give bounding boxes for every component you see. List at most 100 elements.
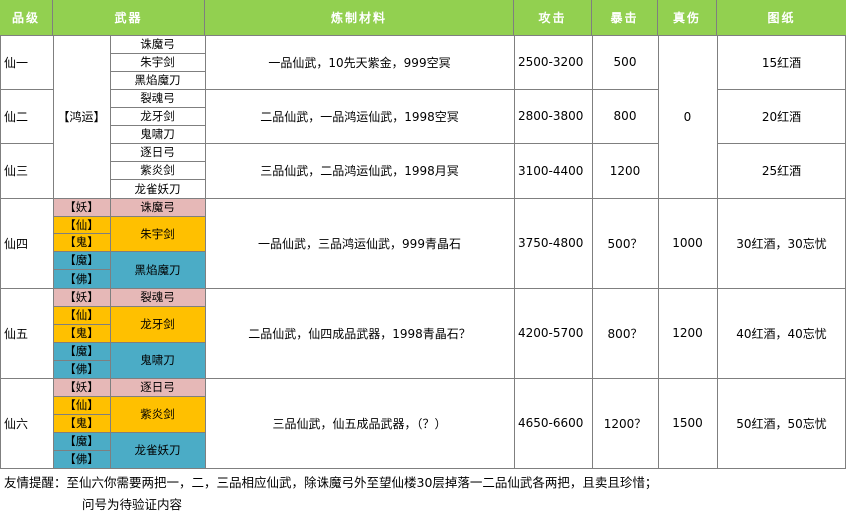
grid-line <box>717 35 718 468</box>
grid-line <box>0 198 846 199</box>
tag-xian: 【仙】 <box>53 216 110 233</box>
attack-cell: 3100-4400 <box>518 163 584 178</box>
weapon-name: 裂魂弓 <box>140 91 175 105</box>
grade-label: 仙五 <box>4 326 29 341</box>
grid-line <box>53 269 110 270</box>
header-grade: 品级 <box>0 0 53 35</box>
weapon-cell-yao: 逐日弓 <box>110 378 205 396</box>
grid-line <box>592 35 593 468</box>
header-attack: 攻击 <box>514 0 592 35</box>
grid-line <box>205 35 206 468</box>
grid-line <box>53 216 205 217</box>
weapon-name: 鬼啸刀 <box>140 127 175 141</box>
grid-line <box>658 35 659 468</box>
material-cell: 二品仙武，仙四成品武器，1998青晶石？ <box>248 326 471 341</box>
grid-line <box>717 143 846 144</box>
weapon-cell-xian-gui: 紫炎剑 <box>110 396 205 432</box>
tag-fo: 【佛】 <box>53 360 110 378</box>
crit-cell: 800？ <box>607 326 643 341</box>
grid-line <box>53 450 110 451</box>
grid-line <box>110 53 205 54</box>
tag-yao: 【妖】 <box>53 288 110 306</box>
grid-line <box>53 233 110 234</box>
grid-line <box>53 306 205 307</box>
crit-cell: 1200？ <box>603 416 647 431</box>
grid-line <box>53 324 110 325</box>
tag-mo: 【魔】 <box>53 432 110 450</box>
grid-line <box>205 89 658 90</box>
weapon-name: 龙牙剑 <box>140 109 175 123</box>
weapon-name: 逐日弓 <box>140 145 175 159</box>
crit-cell: 500 <box>613 55 637 69</box>
grid-line <box>0 89 53 90</box>
grid-line <box>53 414 110 415</box>
blueprint-cell: 50红酒，50忘忧 <box>736 416 827 431</box>
weapon-name: 紫炎剑 <box>140 163 175 177</box>
crit-cell: 1200 <box>609 163 641 178</box>
true-damage-cell: 1200 <box>672 326 703 340</box>
tag-gui: 【鬼】 <box>53 324 110 342</box>
grade-label: 仙六 <box>4 416 29 431</box>
attack-cell: 2800-3800 <box>518 109 584 123</box>
crit-cell: 500？ <box>607 236 643 251</box>
group-label-hongyun: 【鸿运】 <box>57 110 106 124</box>
grid-line <box>110 35 111 468</box>
footer-note-line1: 友情提醒：至仙六你需要两把一，二，三品相应仙武，除诛魔弓外至望仙楼30层掉落一二… <box>4 475 658 490</box>
tag-gui: 【鬼】 <box>53 233 110 251</box>
grid-line <box>110 71 205 72</box>
grid-line <box>110 107 205 108</box>
grade-label: 仙三 <box>4 164 29 178</box>
grade-label: 仙二 <box>4 109 29 124</box>
grid-line <box>514 35 515 468</box>
grid-line <box>0 35 846 36</box>
grid-line <box>110 125 205 126</box>
tag-mo: 【魔】 <box>53 342 110 360</box>
material-cell: 一品仙武，三品鸿运仙武，999青晶石 <box>258 236 461 251</box>
grid-line <box>110 89 205 90</box>
attack-cell: 4650-6600 <box>518 416 584 430</box>
header-material: 炼制材料 <box>205 0 514 35</box>
attack-cell: 4200-5700 <box>518 326 584 340</box>
material-cell: 二品仙武，一品鸿运仙武，1998空冥 <box>260 109 459 124</box>
grid-line <box>110 161 205 162</box>
grid-line <box>0 143 53 144</box>
tag-fo: 【佛】 <box>53 269 110 288</box>
weapon-cell-mo-fo: 龙雀妖刀 <box>110 432 205 468</box>
blueprint-cell: 15红酒 <box>761 55 802 70</box>
grid-line <box>110 143 205 144</box>
tag-xian: 【仙】 <box>53 396 110 414</box>
grid-line <box>0 468 846 469</box>
blueprint-cell: 30红酒，30忘忧 <box>736 236 827 251</box>
weapon-name: 诛魔弓 <box>140 37 175 51</box>
weapon-cell-mo-fo: 鬼啸刀 <box>110 342 205 378</box>
tag-mo: 【魔】 <box>53 251 110 269</box>
weapon-cell-yao: 诛魔弓 <box>110 198 205 216</box>
weapon-cell-mo-fo: 黑焰魔刀 <box>110 251 205 288</box>
weapon-name: 朱宇剑 <box>140 55 175 69</box>
blueprint-cell: 25红酒 <box>761 164 802 178</box>
header-true-damage: 真伤 <box>658 0 717 35</box>
grade-label: 仙一 <box>4 55 29 70</box>
material-cell: 三品仙武，仙五成品武器，（？） <box>272 416 447 431</box>
attack-cell: 2500-3200 <box>518 55 584 69</box>
grade-label: 仙四 <box>4 236 29 251</box>
tag-yao: 【妖】 <box>53 378 110 396</box>
grid-line <box>53 396 205 397</box>
grid-line <box>53 342 205 343</box>
grid-line <box>717 89 846 90</box>
tag-fo: 【佛】 <box>53 450 110 468</box>
weapon-cell-xian-gui: 龙牙剑 <box>110 306 205 342</box>
weapon-cell-xian-gui: 朱宇剑 <box>110 216 205 251</box>
header-weapon: 武器 <box>53 0 205 35</box>
attack-cell: 3750-4800 <box>518 236 584 250</box>
grid-line <box>0 378 846 379</box>
grid-line <box>205 143 658 144</box>
material-cell: 三品仙武，二品鸿运仙武，1998月冥 <box>260 164 459 178</box>
grid-line <box>0 35 1 468</box>
crit-cell: 800 <box>613 109 637 123</box>
header-blueprint: 图纸 <box>717 0 846 35</box>
grid-line <box>53 432 205 433</box>
grid-line <box>110 179 205 180</box>
grid-line <box>53 360 110 361</box>
tag-gui: 【鬼】 <box>53 414 110 432</box>
